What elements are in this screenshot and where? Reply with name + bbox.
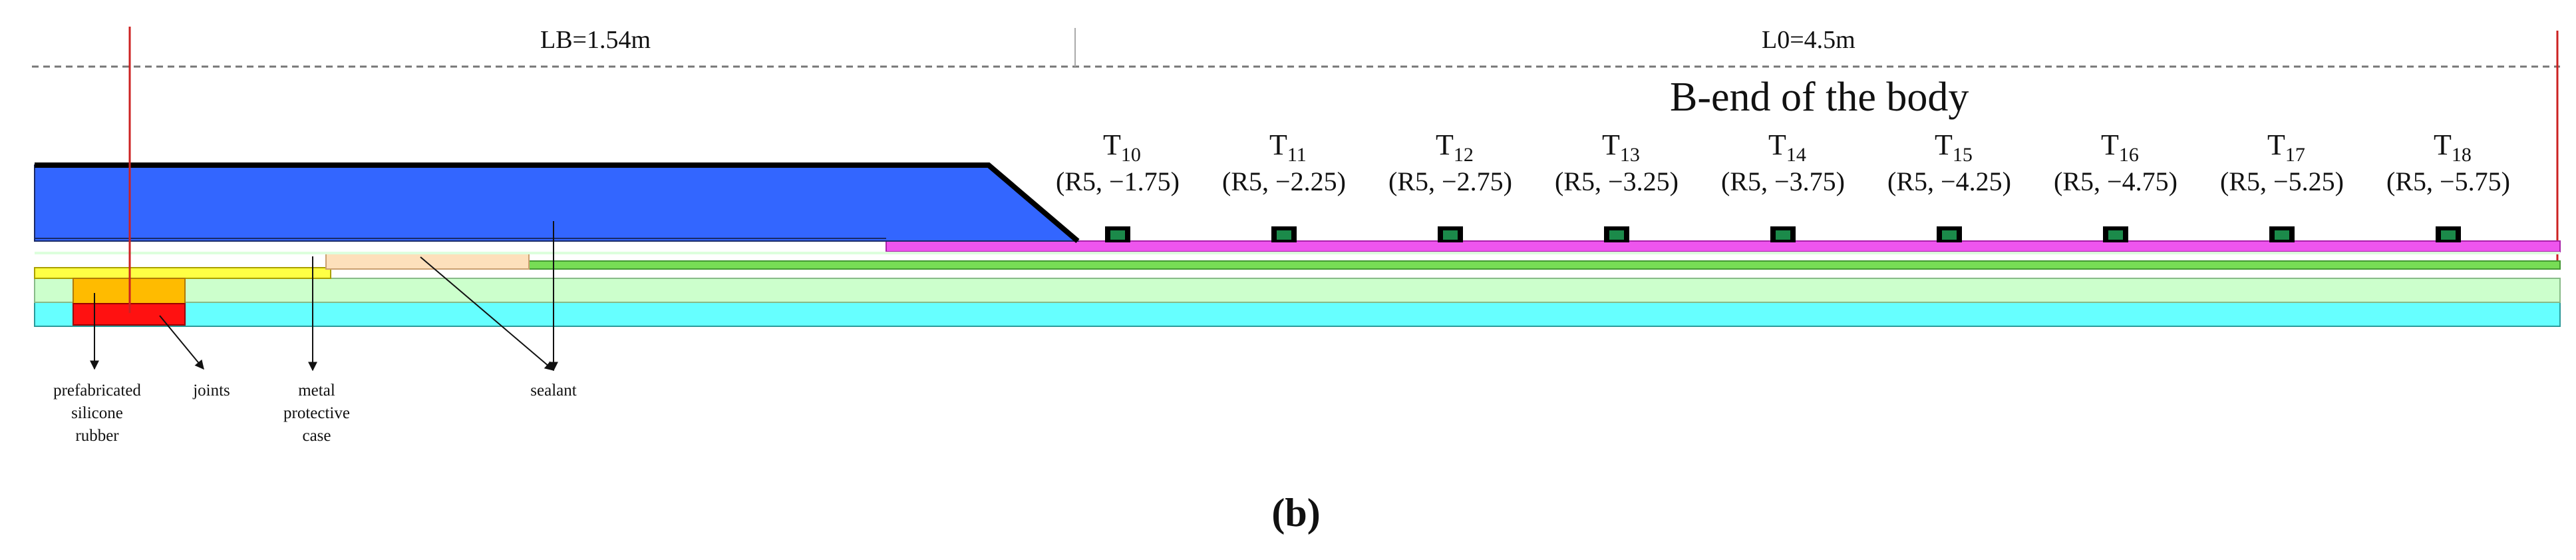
label-metal-1: metal <box>298 382 335 400</box>
sensor-t10: T10(R5, −1.75) <box>1056 129 1180 242</box>
sensor-coordinate: (R5, −2.75) <box>1388 166 1512 196</box>
label-sealant: sealant <box>530 382 576 400</box>
sensor-coordinate: (R5, −4.75) <box>2054 166 2177 196</box>
blue-body-top-edge <box>35 162 1080 244</box>
sensor-t11: T11(R5, −2.25) <box>1222 129 1346 242</box>
sensor-name: T12 <box>1436 129 1474 166</box>
sensor-t13: T13(R5, −3.25) <box>1555 129 1679 242</box>
blue-insulating-body <box>34 164 1080 242</box>
sensor-name: T10 <box>1103 129 1141 166</box>
sensor-t16: T16(R5, −4.75) <box>2054 129 2177 242</box>
diagram-title: B-end of the body <box>1670 75 1969 120</box>
sensor-name: T11 <box>1269 129 1307 166</box>
sensor-marker-core <box>2108 230 2123 240</box>
sensor-name: T14 <box>1768 129 1806 166</box>
sensor-coordinate: (R5, −5.25) <box>2220 166 2344 196</box>
sensor-coordinate: (R5, −2.25) <box>1222 166 1346 196</box>
sensor-name: T18 <box>2434 129 2472 166</box>
sensor-coordinate: (R5, −1.75) <box>1056 166 1180 196</box>
sensor-marker-core <box>2441 230 2456 240</box>
dimension-l0-label: L0=4.5m <box>1762 26 1855 54</box>
label-prefabricated-3: rubber <box>75 427 119 445</box>
label-prefabricated-2: silicone <box>71 404 123 422</box>
sensor-marker-core <box>2275 230 2289 240</box>
sensor-t14: T14(R5, −3.75) <box>1721 129 1845 242</box>
sensor-layer: T10(R5, −1.75) T11(R5, −2.25) T12(R5, −2.7… <box>1056 129 2510 242</box>
sensor-coordinate: (R5, −5.75) <box>2386 166 2510 196</box>
sensor-marker-core <box>1776 230 1790 240</box>
peach-strip <box>325 252 530 270</box>
sensor-name: T15 <box>1935 129 1973 166</box>
label-prefabricated-1: prefabricated <box>53 382 141 400</box>
sensor-coordinate: (R5, −3.25) <box>1555 166 1679 196</box>
pale-green-under-magenta <box>35 252 2560 254</box>
yellow-strip <box>34 267 331 279</box>
figure-caption: (b) <box>1271 491 1320 535</box>
sensor-marker-core <box>1110 230 1125 240</box>
sensor-t15: T15(R5, −4.25) <box>1887 129 2011 242</box>
sensor-marker-core <box>1942 230 1957 240</box>
label-metal-2: protective <box>283 404 350 422</box>
leader-sealant-a <box>420 256 555 371</box>
sensor-marker-core <box>1277 230 1291 240</box>
sensor-t17: T17(R5, −5.25) <box>2220 129 2344 242</box>
green-strip <box>528 260 2561 270</box>
label-joints: joints <box>192 382 230 400</box>
dimension-lb-label: LB=1.54m <box>540 26 651 54</box>
sensor-name: T13 <box>1602 129 1640 166</box>
sensor-t18: T18(R5, −5.75) <box>2386 129 2510 242</box>
sensor-t12: T12(R5, −2.75) <box>1388 129 1512 242</box>
magenta-strip <box>886 240 2561 252</box>
sensor-marker-core <box>1609 230 1624 240</box>
leader-joints <box>159 315 204 370</box>
pale-green-layer <box>34 278 2561 303</box>
sensor-coordinate: (R5, −3.75) <box>1721 166 1845 196</box>
sensor-name: T17 <box>2267 129 2305 166</box>
sensor-coordinate: (R5, −4.25) <box>1887 166 2011 196</box>
label-metal-3: case <box>302 427 331 445</box>
cyan-base-layer <box>34 302 2561 327</box>
sensor-name: T16 <box>2101 129 2139 166</box>
sensor-marker-core <box>1443 230 1458 240</box>
